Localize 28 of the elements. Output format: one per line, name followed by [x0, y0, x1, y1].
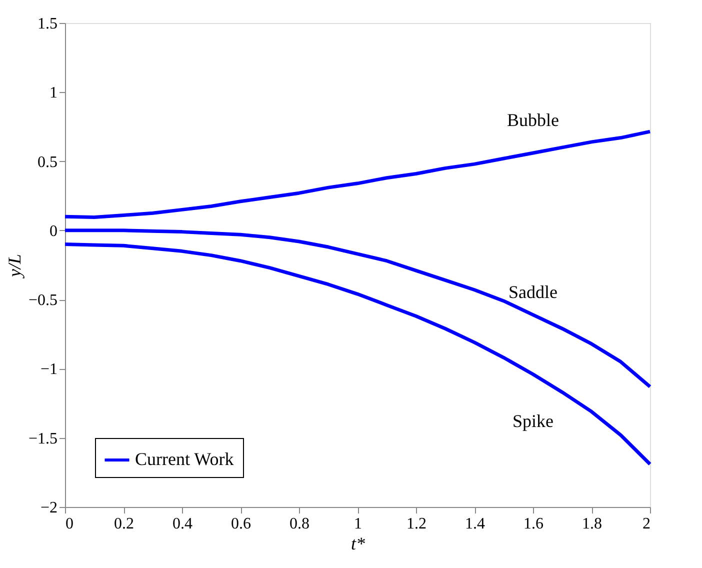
y-tick-label: 0.5 [38, 154, 58, 171]
x-tick-label: 0.4 [172, 516, 192, 532]
x-tick-label: 1.2 [406, 516, 426, 532]
y-tick-label: 0 [50, 222, 58, 240]
x-tick-label: 1.6 [524, 516, 544, 532]
line-series [63, 242, 652, 466]
x-tick-label: 1.4 [465, 516, 485, 532]
y-tick-label: 1 [50, 84, 58, 102]
y-tick-label: −2 [40, 500, 58, 516]
y-tick-label: 1.5 [38, 16, 58, 32]
y-tick-label: −0.5 [28, 292, 58, 310]
x-tick-label: 0.2 [114, 516, 134, 532]
x-axis-title: t* [350, 534, 366, 554]
y-tick-label: −1 [40, 361, 58, 378]
legend-label: Current Work [135, 449, 234, 469]
x-tick-label: 0.6 [231, 516, 251, 532]
x-tick-label: 1 [354, 516, 362, 532]
annotation: Saddle [508, 282, 558, 302]
line-series [63, 228, 652, 388]
annotation: Bubble [507, 110, 560, 130]
x-tick-label: 1.8 [582, 516, 602, 532]
y-tick-label: −1.5 [28, 430, 58, 448]
y-axis-title: y/L [4, 254, 24, 280]
x-tick-label: 0.8 [290, 516, 310, 532]
line-series [63, 130, 652, 220]
x-tick-label: 2 [642, 516, 650, 532]
annotation: Spike [512, 411, 554, 432]
x-tick-label: 0 [66, 516, 74, 532]
